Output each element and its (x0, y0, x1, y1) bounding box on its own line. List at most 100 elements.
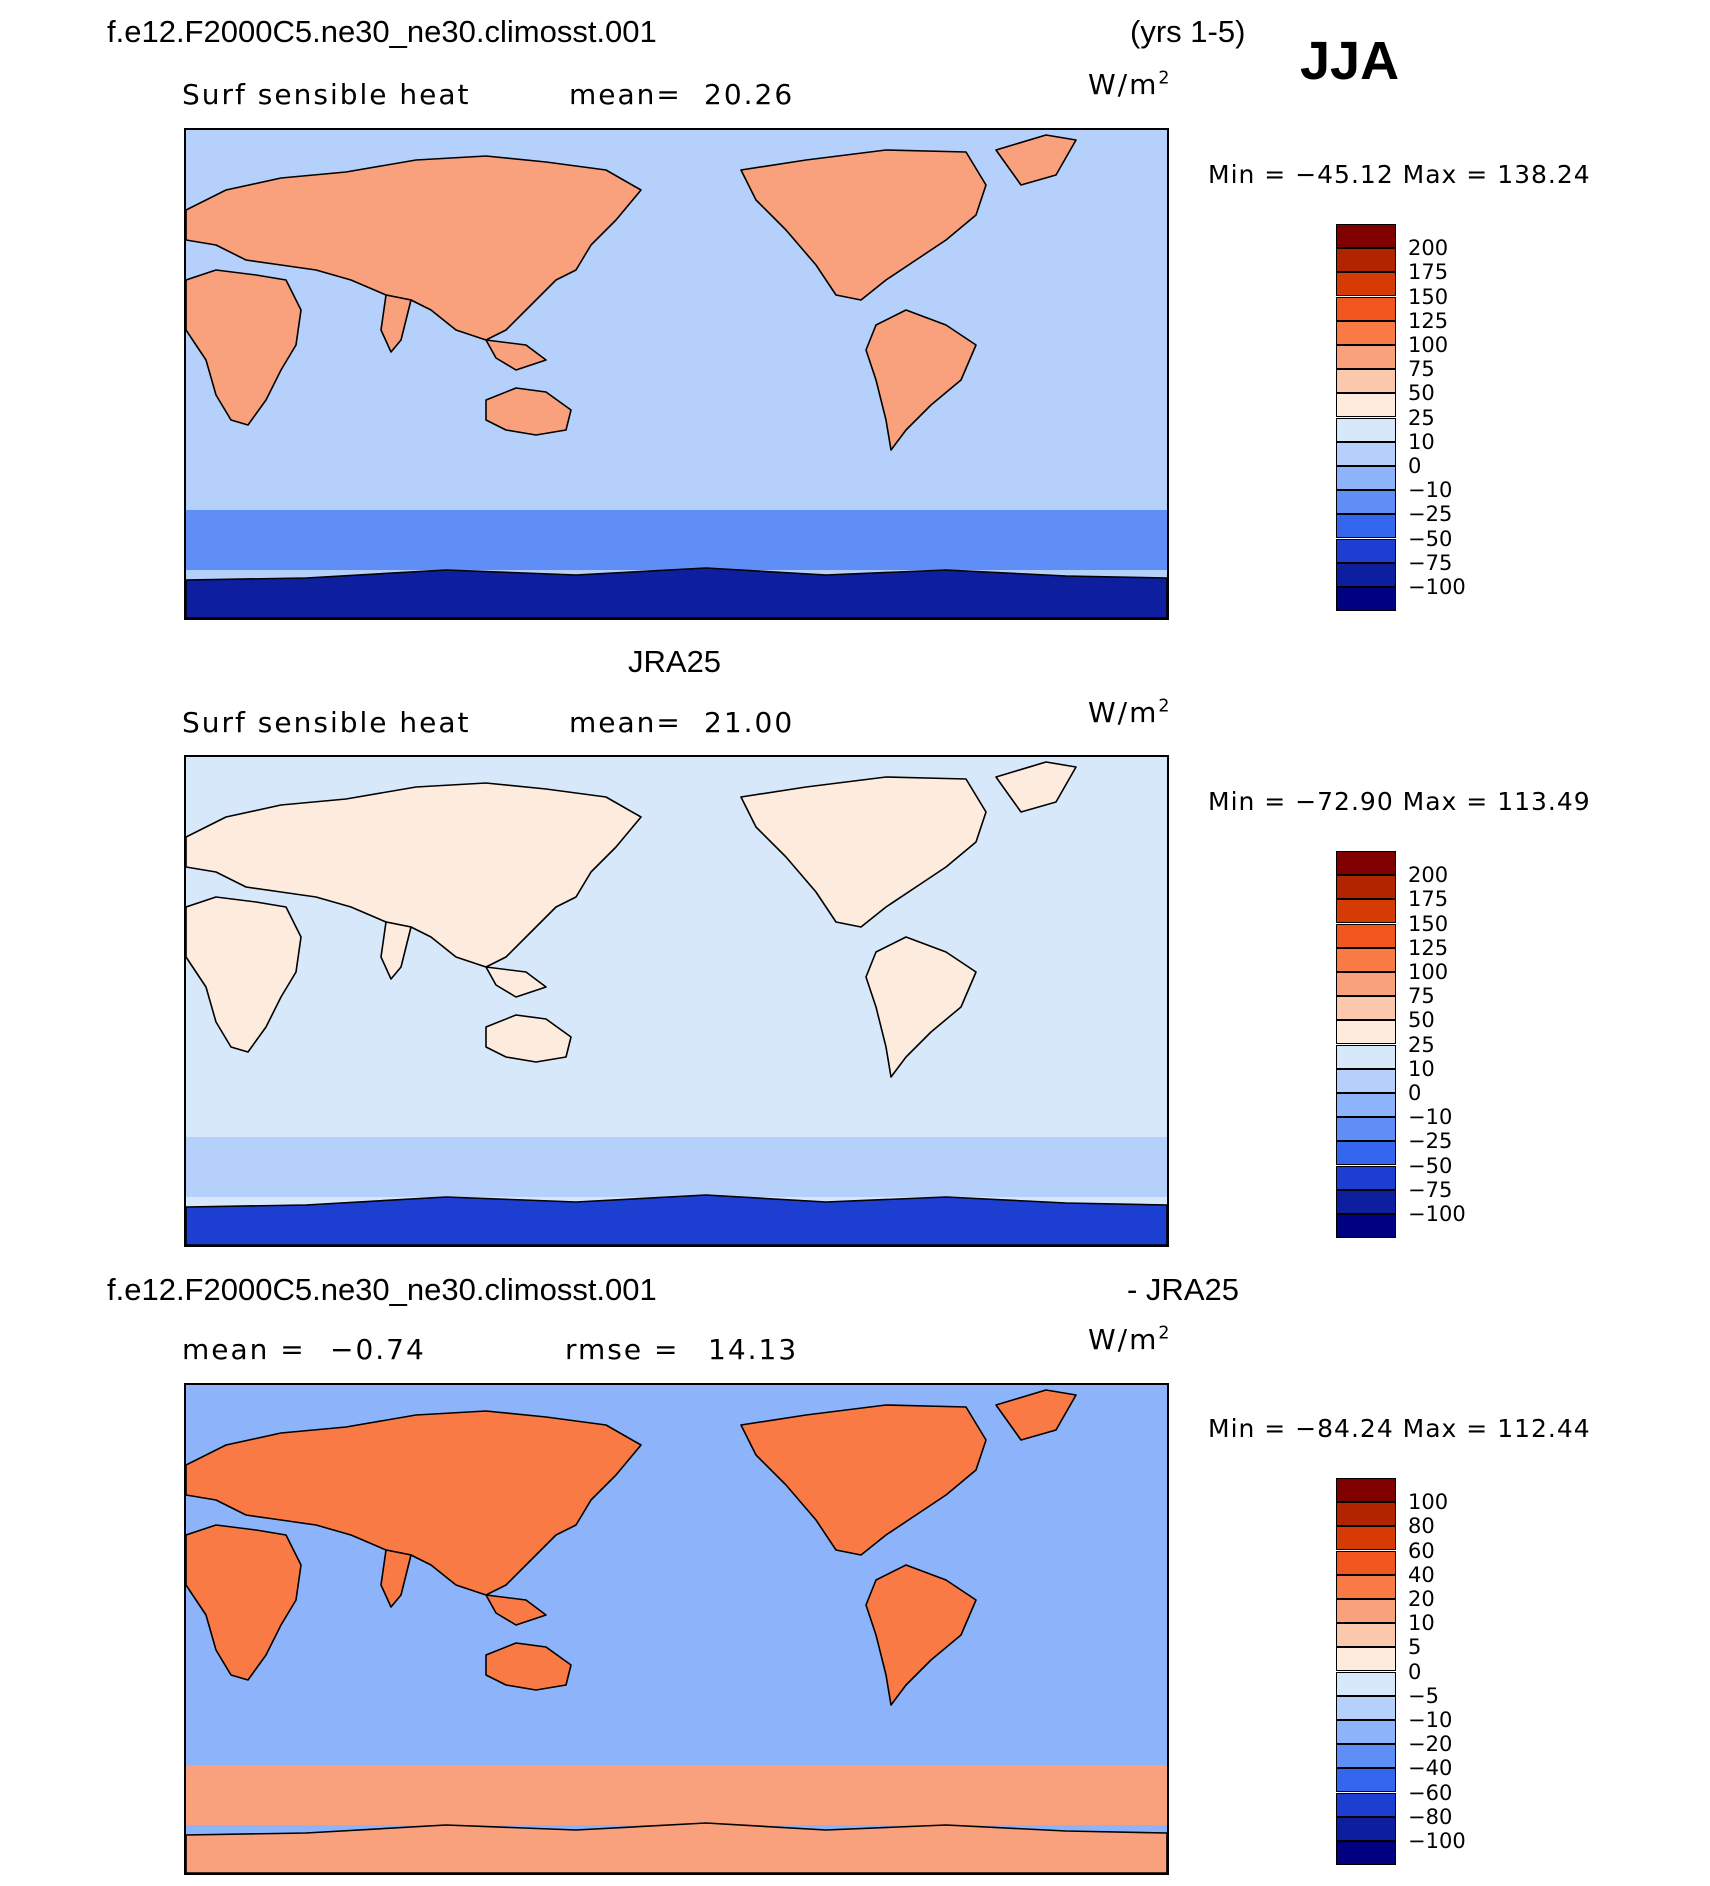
colorbar-tick-label: 150 (1408, 911, 1449, 936)
colorbar-tick-label: 0 (1408, 454, 1422, 478)
panel3-rmse-label: rmse = (565, 1333, 680, 1366)
colorbar-tick-label: 100 (1408, 1490, 1449, 1515)
colorbar-swatch (1336, 466, 1396, 490)
colorbar-swatch (1336, 1792, 1396, 1817)
colorbar-swatch (1336, 972, 1396, 996)
colorbar-tick-label: 20 (1408, 1587, 1435, 1611)
colorbar-swatch (1336, 1214, 1396, 1238)
colorbar-tick-label: 175 (1408, 260, 1449, 285)
southern-ocean-band (186, 1765, 1167, 1825)
colorbar-swatch (1336, 1165, 1396, 1190)
colorbar-tick-label: 10 (1408, 429, 1435, 454)
panel1-variable: Surf sensible heat (182, 78, 471, 111)
continent-africa (186, 896, 302, 1053)
continent-namerica (740, 1404, 987, 1556)
continent-africa (186, 1524, 302, 1681)
colorbar-tick-label: 125 (1408, 935, 1449, 960)
colorbar-swatch (1336, 899, 1396, 924)
panel2-mean-value: 21.00 (704, 706, 795, 739)
southern-ocean-band (186, 510, 1167, 570)
colorbar-tick-label: −75 (1408, 1177, 1453, 1202)
continent-eurasia (186, 782, 642, 968)
colorbar-swatch (1336, 514, 1396, 539)
colorbar-tick-label: 50 (1408, 381, 1435, 406)
colorbar-swatch (1336, 369, 1396, 394)
colorbar-swatch (1336, 1720, 1396, 1744)
colorbar-swatch (1336, 1695, 1396, 1720)
panel1-minmax: Min = −45.12 Max = 138.24 (1208, 160, 1591, 189)
panel2-variable: Surf sensible heat (182, 706, 471, 739)
panel1-map (184, 128, 1169, 620)
continent-australia (485, 1014, 572, 1063)
colorbar-swatch (1336, 1841, 1396, 1865)
colorbar-tick-label: 60 (1408, 1538, 1435, 1563)
colorbar-tick-label: −50 (1408, 1153, 1453, 1178)
continent-greenland (995, 761, 1077, 813)
continent-seasia (485, 339, 547, 371)
colorbar-tick-label: −100 (1408, 575, 1466, 599)
continent-africa (186, 269, 302, 426)
panel1-years: (yrs 1-5) (1130, 14, 1246, 49)
colorbar-swatch (1336, 1526, 1396, 1551)
colorbar-swatch (1336, 562, 1396, 587)
colorbar-swatch (1336, 1550, 1396, 1575)
colorbar-swatch (1336, 875, 1396, 900)
colorbar-swatch (1336, 851, 1396, 875)
continent-namerica (740, 776, 987, 928)
colorbar-swatch (1336, 1816, 1396, 1841)
colorbar-tick-label: 200 (1408, 236, 1449, 261)
colorbar-tick-label: −40 (1408, 1756, 1453, 1781)
panel3-minmax: Min = −84.24 Max = 112.44 (1208, 1414, 1591, 1443)
panel3-title: f.e12.F2000C5.ne30_ne30.climosst.001 (107, 1272, 657, 1307)
colorbar-tick-label: 75 (1408, 984, 1435, 1009)
colorbar-swatch (1336, 296, 1396, 321)
colorbar-swatch (1336, 1478, 1396, 1502)
colorbar-tick-label: 125 (1408, 308, 1449, 333)
colorbar-swatch (1336, 1599, 1396, 1623)
colorbar-swatch (1336, 1117, 1396, 1142)
southern-ocean-band (186, 1137, 1167, 1197)
colorbar-swatch (1336, 923, 1396, 948)
colorbar-tick-label: 100 (1408, 960, 1449, 984)
colorbar-swatch (1336, 490, 1396, 515)
panel2-units: W/m2 (1088, 696, 1172, 729)
colorbar-swatch (1336, 248, 1396, 273)
colorbar-tick-label: 150 (1408, 284, 1449, 309)
continent-samerica (865, 1564, 977, 1706)
colorbar-swatch (1336, 1141, 1396, 1166)
colorbar-tick-label: 25 (1408, 405, 1435, 430)
colorbar-swatch (1336, 947, 1396, 972)
colorbar-tick-label: −80 (1408, 1804, 1453, 1829)
continent-samerica (865, 936, 977, 1078)
colorbar-tick-label: 0 (1408, 1659, 1422, 1684)
colorbar-swatch (1336, 1189, 1396, 1214)
colorbar-swatch (1336, 1623, 1396, 1648)
continent-india (380, 1549, 412, 1608)
continent-australia (485, 1642, 572, 1691)
colorbar-tick-label: 175 (1408, 887, 1449, 912)
colorbar-swatch (1336, 441, 1396, 466)
colorbar-tick-label: −100 (1408, 1202, 1466, 1226)
panel2-mean-label: mean= (569, 706, 682, 739)
colorbar-swatch (1336, 1502, 1396, 1527)
panel1-mean-value: 20.26 (704, 78, 795, 111)
season-label: JJA (1300, 31, 1400, 91)
continent-australia (485, 387, 572, 436)
colorbar-tick-label: 75 (1408, 357, 1435, 382)
continent-greenland (995, 134, 1077, 186)
continent-namerica (740, 149, 987, 301)
colorbar-swatch (1336, 417, 1396, 442)
colorbar-tick-label: −25 (1408, 502, 1453, 527)
colorbar-tick-label: −50 (1408, 526, 1453, 551)
colorbar-swatch (1336, 1574, 1396, 1599)
panel2-title: JRA25 (628, 644, 722, 679)
colorbar-swatch (1336, 320, 1396, 345)
colorbar-tick-label: −20 (1408, 1732, 1453, 1757)
panel2-map (184, 755, 1169, 1247)
colorbar-tick-label: 25 (1408, 1032, 1435, 1057)
colorbar-tick-label: −60 (1408, 1780, 1453, 1805)
continent-seasia (485, 1594, 547, 1626)
colorbar-tick-label: −25 (1408, 1129, 1453, 1154)
colorbar-tick-label: 200 (1408, 863, 1449, 888)
colorbar-tick-label: −100 (1408, 1829, 1466, 1853)
